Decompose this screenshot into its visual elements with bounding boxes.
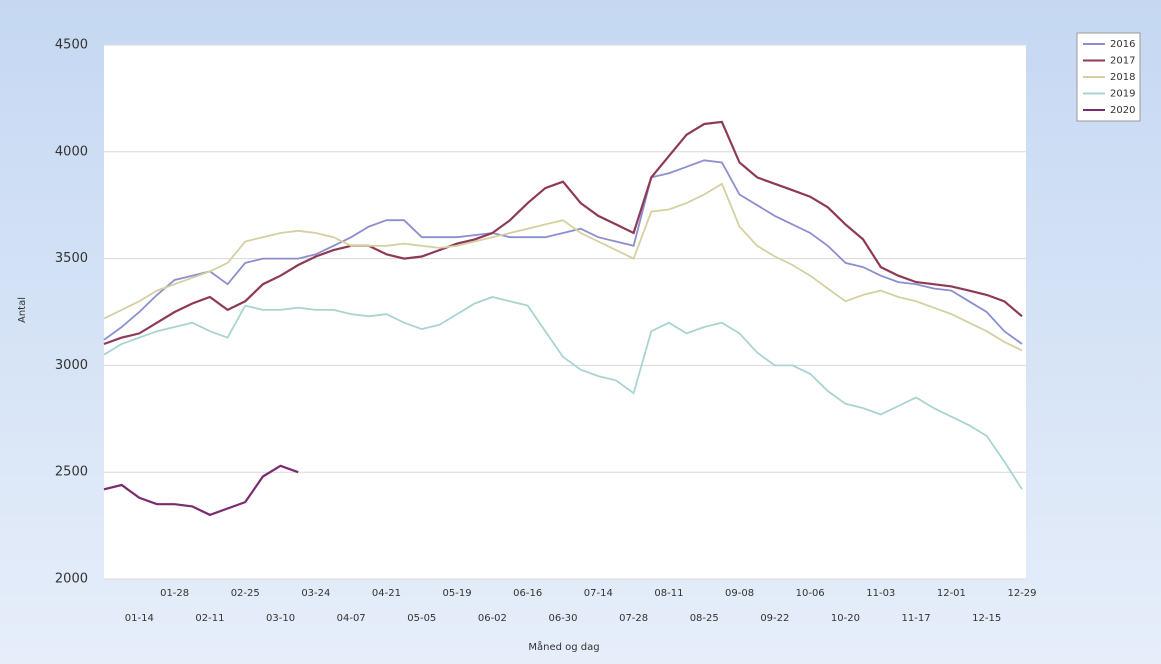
series-line bbox=[103, 296, 1023, 490]
y-tick-label: 4000 bbox=[55, 144, 88, 159]
x-tick-label: 11-17 bbox=[902, 613, 931, 624]
x-tick-label: 04-21 bbox=[372, 588, 401, 599]
x-tick-label: 12-29 bbox=[1007, 588, 1036, 599]
series-line bbox=[103, 120, 1023, 346]
x-tick-label: 01-28 bbox=[160, 588, 189, 599]
y-tick-label: 3500 bbox=[55, 251, 88, 266]
y-tick-label: 4500 bbox=[55, 38, 88, 53]
x-tick-label: 06-02 bbox=[478, 613, 507, 624]
y-axis-label: Antal bbox=[17, 297, 28, 323]
legend-label: 2020 bbox=[1110, 105, 1135, 116]
x-tick-label: 02-11 bbox=[195, 613, 224, 624]
x-tick-label: 08-25 bbox=[690, 613, 719, 624]
x-tick-label: 05-05 bbox=[407, 613, 436, 624]
x-tick-label: 11-03 bbox=[866, 588, 895, 599]
x-tick-label: 10-20 bbox=[831, 613, 860, 624]
x-tick-label: 09-08 bbox=[725, 588, 754, 599]
x-tick-label: 12-15 bbox=[972, 613, 1001, 624]
x-tick-label: 03-10 bbox=[266, 613, 295, 624]
y-tick-label: 3000 bbox=[55, 358, 88, 373]
legend-label: 2018 bbox=[1110, 72, 1135, 83]
x-tick-label: 12-01 bbox=[937, 588, 966, 599]
x-tick-label: 02-25 bbox=[231, 588, 260, 599]
series-line bbox=[103, 182, 1023, 352]
x-tick-label: 07-14 bbox=[584, 588, 613, 599]
x-tick-label: 08-11 bbox=[654, 588, 683, 599]
legend-label: 2016 bbox=[1110, 39, 1135, 50]
series-line bbox=[103, 159, 1023, 345]
x-tick-label: 09-22 bbox=[760, 613, 789, 624]
legend-label: 2017 bbox=[1110, 56, 1135, 67]
x-axis-label: Måned og dag bbox=[528, 640, 599, 653]
x-tick-label: 03-24 bbox=[301, 588, 330, 599]
x-tick-label: 06-16 bbox=[513, 588, 542, 599]
x-tick-label: 01-14 bbox=[125, 613, 154, 624]
plot-area bbox=[104, 45, 1026, 579]
x-tick-label: 04-07 bbox=[337, 613, 366, 624]
y-tick-label: 2000 bbox=[55, 572, 88, 587]
series-line bbox=[103, 464, 299, 517]
x-tick-label: 10-06 bbox=[796, 588, 825, 599]
legend-label: 2019 bbox=[1110, 89, 1135, 100]
x-tick-label: 05-19 bbox=[443, 588, 472, 599]
x-tick-label: 06-30 bbox=[548, 613, 577, 624]
y-tick-label: 2500 bbox=[55, 465, 88, 480]
x-tick-label: 07-28 bbox=[619, 613, 648, 624]
